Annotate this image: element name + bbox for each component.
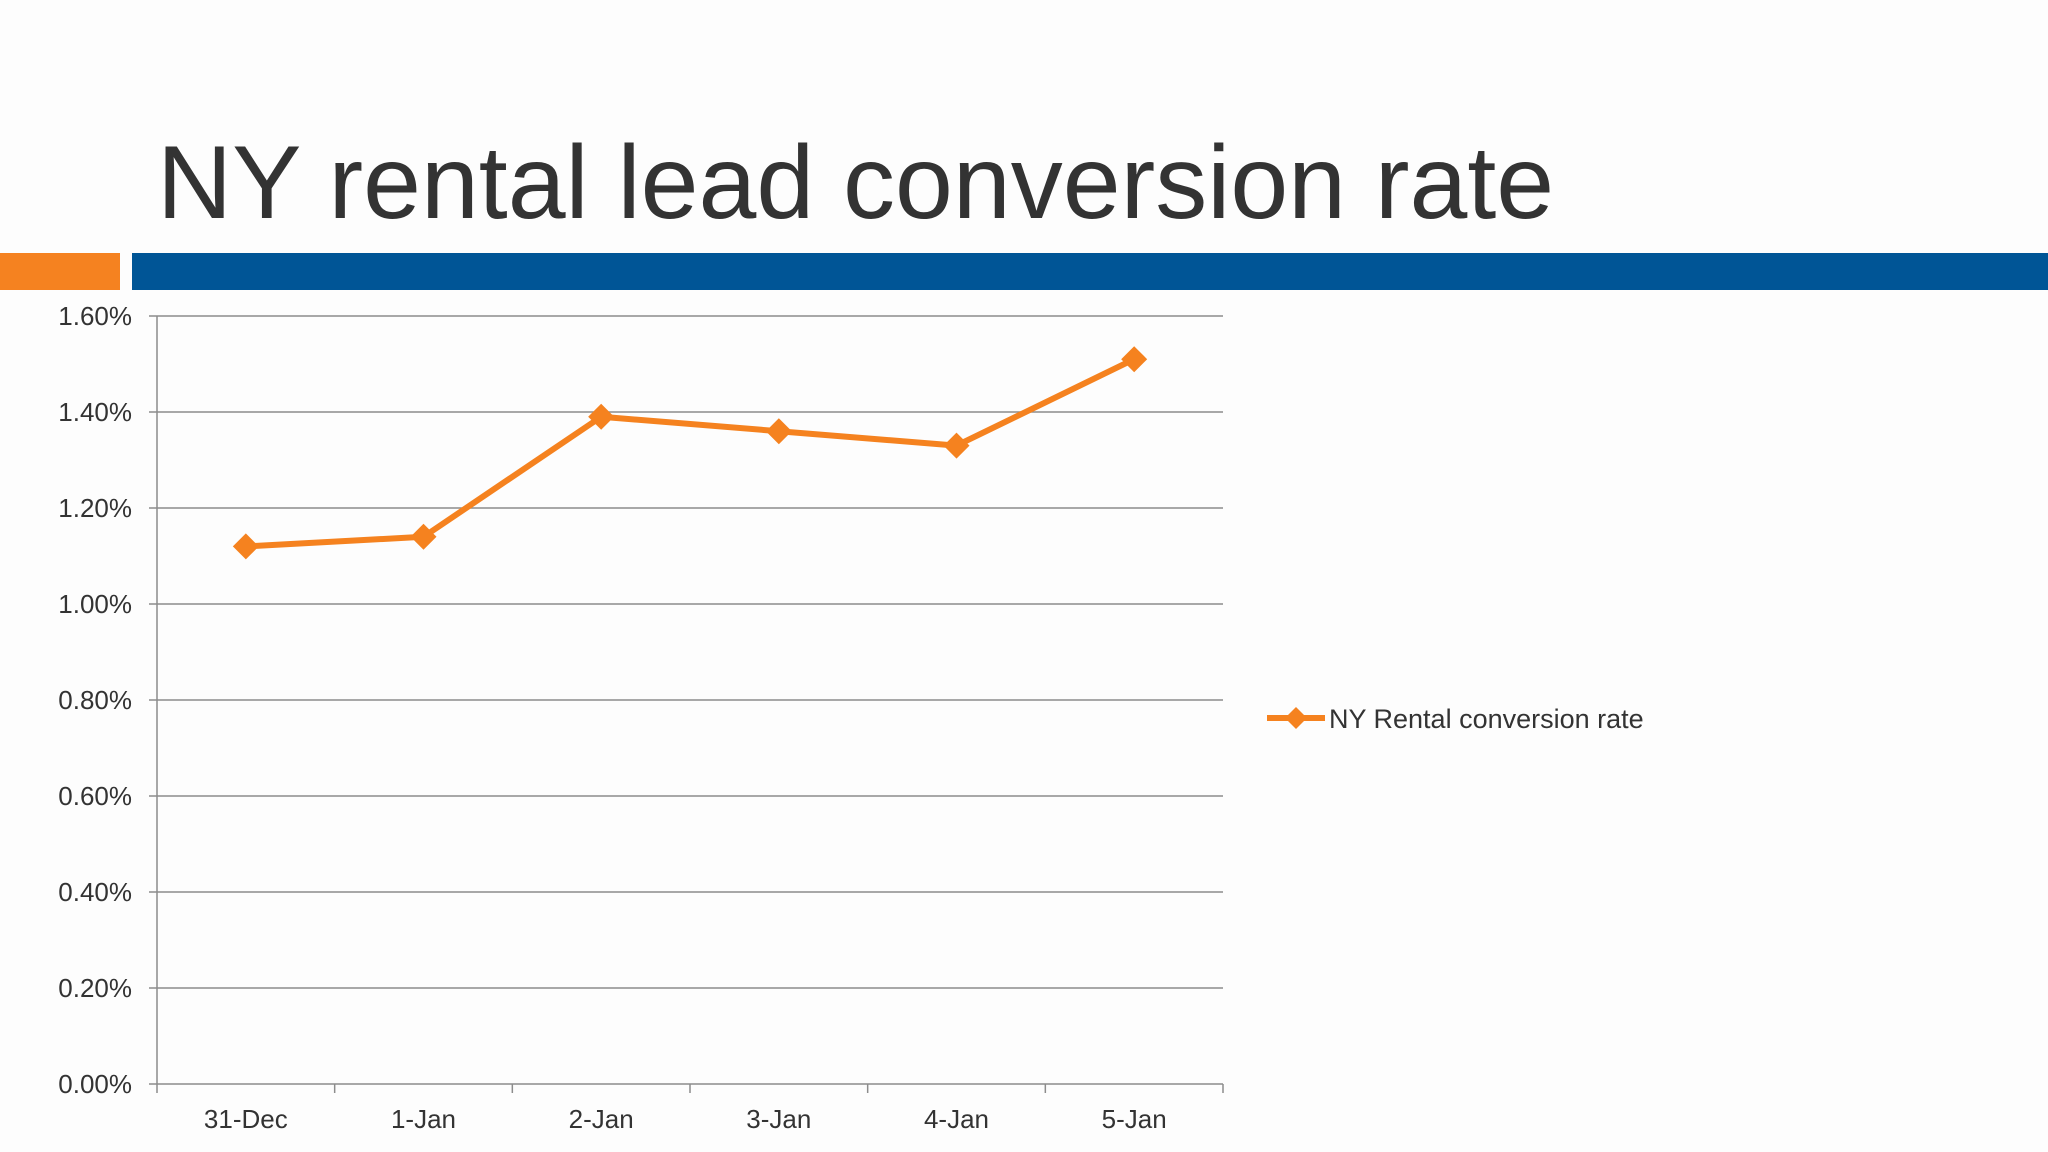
x-tick-label: 5-Jan: [1102, 1104, 1167, 1134]
series-line: [242, 356, 1138, 550]
x-tick-labels: 31-Dec 1-Jan 2-Jan 3-Jan 4-Jan 5-Jan: [204, 1104, 1167, 1134]
y-tick-label: 0.20%: [58, 973, 132, 1003]
gridlines: [157, 315, 1223, 989]
data-point-marker: [1121, 346, 1148, 373]
x-tick-label: 31-Dec: [204, 1104, 288, 1134]
axes: [149, 315, 1224, 1093]
y-tick-label: 1.00%: [58, 589, 132, 619]
accent-bar-blue: [132, 253, 2048, 290]
x-tick-label: 1-Jan: [391, 1104, 456, 1134]
legend-diamond-marker: [1285, 707, 1307, 729]
x-tick-label: 3-Jan: [746, 1104, 811, 1134]
data-point-marker: [410, 523, 437, 550]
y-tick-label: 0.60%: [58, 781, 132, 811]
y-tick-label: 1.20%: [58, 493, 132, 523]
y-tick-label: 0.40%: [58, 877, 132, 907]
data-point-marker: [588, 403, 615, 430]
y-tick-label: 1.60%: [58, 301, 132, 331]
x-tick-label: 2-Jan: [569, 1104, 634, 1134]
slide-title: NY rental lead conversion rate: [157, 125, 1555, 241]
series-ny-rental: [232, 346, 1148, 560]
y-tick-labels: 0.00% 0.20% 0.40% 0.60% 0.80% 1.00% 1.20% 1.40%…: [58, 301, 132, 1099]
y-tick-label: 0.80%: [58, 685, 132, 715]
data-point-marker: [232, 533, 259, 560]
legend: NY Rental conversion rate: [1267, 704, 1644, 734]
x-tick-label: 4-Jan: [924, 1104, 989, 1134]
accent-bar-orange: [0, 253, 120, 290]
data-point-marker: [943, 432, 970, 459]
data-point-marker: [765, 418, 792, 445]
legend-entry-label: NY Rental conversion rate: [1329, 704, 1644, 734]
y-tick-label: 1.40%: [58, 397, 132, 427]
y-tick-label: 0.00%: [58, 1069, 132, 1099]
